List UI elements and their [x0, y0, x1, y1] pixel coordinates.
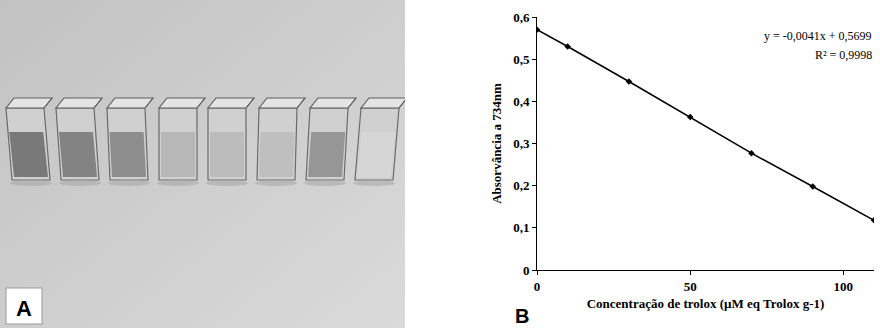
svg-text:50: 50	[684, 279, 697, 294]
svg-text:Absorvância a 734nm: Absorvância a 734nm	[489, 83, 504, 204]
svg-text:0,1: 0,1	[513, 220, 529, 235]
svg-text:R² = 0,9998: R² = 0,9998	[815, 48, 872, 62]
svg-text:A: A	[16, 296, 32, 321]
svg-text:0,2: 0,2	[513, 178, 529, 193]
svg-text:0,3: 0,3	[513, 136, 530, 151]
svg-text:100: 100	[834, 279, 854, 294]
svg-text:0: 0	[523, 263, 530, 278]
svg-text:Concentração de trolox (µM eq: Concentração de trolox (µM eq Trolox g-1…	[587, 296, 825, 311]
svg-text:0,5: 0,5	[513, 52, 530, 67]
svg-text:0: 0	[534, 279, 541, 294]
svg-text:y = -0,0041x + 0,5699: y = -0,0041x + 0,5699	[764, 29, 872, 43]
svg-text:B: B	[515, 305, 529, 327]
svg-text:0,6: 0,6	[513, 10, 530, 25]
svg-text:0,4: 0,4	[513, 94, 530, 109]
